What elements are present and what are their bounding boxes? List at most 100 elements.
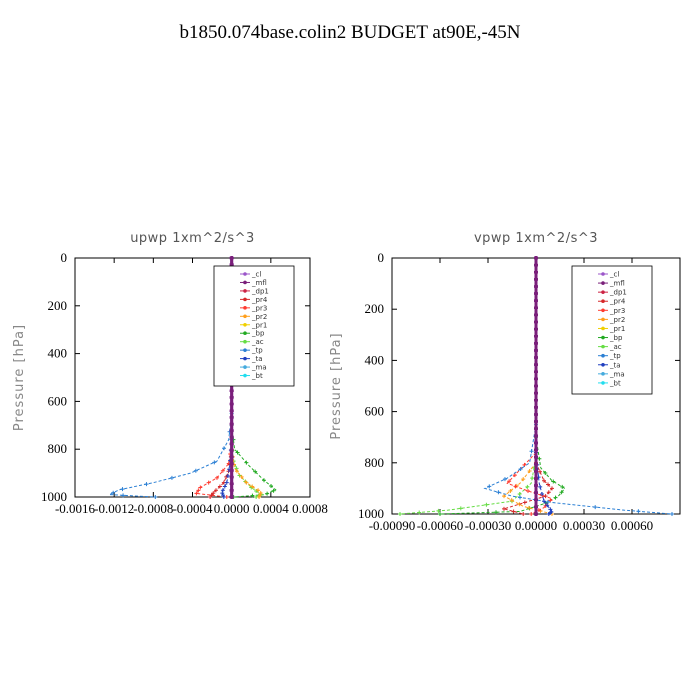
series-marker	[526, 488, 530, 493]
series-marker	[543, 494, 548, 499]
x-tick-label: 0.0000	[214, 501, 250, 516]
series-marker	[229, 408, 234, 413]
legend-marker	[601, 290, 605, 294]
series-marker	[513, 484, 518, 489]
legend-marker	[601, 381, 605, 385]
series-marker	[214, 488, 218, 493]
series-marker	[229, 468, 234, 473]
y-tick-label: 1000	[41, 489, 67, 504]
series-line-bp	[439, 437, 566, 515]
x-tick-label: -0.0016	[55, 501, 96, 516]
series-marker	[436, 508, 441, 513]
series-marker	[521, 477, 526, 482]
series-marker	[169, 475, 174, 480]
x-tick-label: -0.0008	[133, 501, 173, 516]
legend-label: _cl	[251, 271, 261, 279]
series-marker	[534, 277, 538, 282]
series-marker	[534, 263, 538, 268]
series-marker	[229, 402, 234, 407]
legend-label: _pr2	[609, 316, 625, 324]
series-marker	[250, 484, 255, 489]
series-marker	[250, 493, 255, 498]
series-marker	[534, 384, 538, 388]
legend-marker	[243, 348, 247, 352]
series-marker	[521, 512, 526, 516]
legend-label: _dp1	[609, 289, 627, 297]
series-marker	[534, 270, 538, 275]
y-tick-label: 800	[48, 441, 68, 456]
y-tick-label: 400	[48, 346, 68, 361]
series-marker	[517, 502, 522, 507]
legend-label: _ac	[251, 338, 264, 346]
legend-label: _bp	[251, 330, 265, 338]
series-marker	[512, 473, 517, 478]
legend-label: _pr3	[609, 307, 625, 315]
series-marker	[417, 510, 422, 515]
y-tick-label: 200	[365, 301, 385, 316]
legend-label: _bp	[609, 334, 623, 342]
series-marker	[534, 320, 538, 324]
series-marker	[534, 362, 538, 367]
legend-marker	[243, 322, 247, 327]
legend-label: _tp	[609, 352, 621, 360]
series-marker	[670, 512, 674, 516]
series-marker	[530, 476, 535, 481]
y-tick-label: 400	[365, 352, 385, 367]
legend-label: _mfl	[609, 280, 625, 288]
series-marker	[229, 488, 234, 493]
panel-1: upwp 1xm^2/s^3 Pressure [hPa] 0 200 400 600 80…	[12, 231, 328, 516]
series-marker	[224, 480, 229, 485]
series-marker	[208, 495, 213, 499]
series-marker	[534, 284, 538, 289]
series-marker	[529, 512, 534, 516]
series-marker	[229, 481, 234, 486]
series-marker	[121, 493, 126, 498]
series-line-pr3	[506, 452, 553, 515]
series-marker	[229, 428, 234, 433]
legend-label: _pr1	[609, 325, 625, 333]
series-marker	[560, 484, 565, 489]
series-marker	[212, 460, 217, 465]
legend: _cl_mfl_dp1_pr4_pr3_pr2_pr1_bp_ac_tp_ta_…	[213, 265, 295, 387]
x-tick-label: -0.00090	[369, 518, 416, 533]
series-marker	[553, 495, 558, 500]
y-tick-label: 800	[365, 455, 385, 470]
legend-label: _pr3	[251, 304, 267, 312]
legend-label: _pr4	[251, 296, 268, 304]
series-marker	[542, 499, 546, 504]
series-marker	[398, 512, 402, 516]
series-marker	[534, 455, 538, 460]
series-marker	[534, 398, 538, 403]
series-marker	[222, 484, 227, 489]
series-marker	[518, 495, 522, 500]
series-marker	[244, 480, 249, 485]
series-marker	[244, 460, 249, 465]
y-tick-label: 600	[365, 404, 385, 419]
series-marker	[257, 495, 262, 499]
series-marker	[235, 450, 240, 455]
y-tick-label: 0	[378, 250, 385, 265]
x-tick-label: 0.00030	[563, 518, 605, 533]
legend-marker	[243, 272, 247, 276]
x-tick-label: -0.00060	[417, 518, 464, 533]
x-tick-label: 0.0004	[253, 501, 289, 516]
series-marker	[550, 486, 554, 491]
series-marker	[222, 446, 227, 451]
series-marker	[534, 512, 538, 516]
series-marker	[198, 485, 203, 490]
series-marker	[534, 426, 538, 431]
legend-marker	[243, 339, 247, 344]
series-line-pr3	[195, 444, 233, 498]
series-marker	[225, 473, 230, 478]
legend-marker	[601, 308, 605, 313]
legend-marker	[243, 365, 247, 369]
series-marker	[536, 508, 541, 513]
series-marker	[551, 479, 556, 484]
legend-label: _pr1	[251, 321, 267, 329]
series-marker	[534, 341, 538, 346]
legend-box	[571, 265, 653, 395]
legend-marker	[601, 353, 605, 358]
series-marker	[502, 506, 506, 511]
series-marker	[269, 484, 274, 489]
